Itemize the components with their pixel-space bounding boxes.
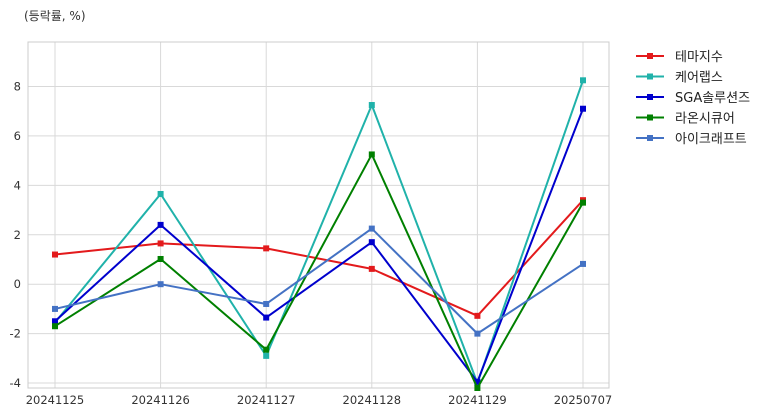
series-line xyxy=(54,153,584,389)
y-tick-label: -4 xyxy=(10,376,21,390)
data-point xyxy=(52,251,58,258)
series-line xyxy=(54,227,584,335)
y-tick-label: 0 xyxy=(14,277,21,291)
legend-label: 라온시큐어 xyxy=(675,112,735,127)
data-point xyxy=(52,318,58,325)
data-point xyxy=(368,102,375,109)
unit-label: (등락률, %) xyxy=(24,9,86,23)
data-point xyxy=(368,151,375,158)
legend-item: 라온시큐어 xyxy=(636,112,735,127)
legend-marker xyxy=(647,114,653,121)
legend-marker xyxy=(647,135,653,141)
x-tick-label: 20250707 xyxy=(554,393,613,407)
legend-label: 테마지수 xyxy=(675,50,723,65)
plot-frame xyxy=(27,41,610,389)
data-point xyxy=(52,323,58,330)
data-point xyxy=(263,300,270,307)
legend-label: 아이크래프트 xyxy=(675,132,747,147)
data-point xyxy=(157,255,164,262)
data-point xyxy=(157,281,164,288)
x-tick-label: 20241126 xyxy=(131,393,190,407)
x-tick-label: 20241128 xyxy=(343,393,402,407)
legend-marker xyxy=(647,94,653,100)
series-5 xyxy=(52,225,586,337)
y-tick-label: -2 xyxy=(10,327,21,341)
series-3 xyxy=(52,105,586,385)
legend-label: SGA솔루션즈 xyxy=(675,91,750,106)
legend-marker xyxy=(647,73,653,80)
y-axis: -4 -2 0 2 4 6 8 xyxy=(10,79,21,390)
data-point xyxy=(474,378,481,385)
series-line xyxy=(54,108,584,383)
data-point xyxy=(580,105,586,112)
data-point xyxy=(263,314,270,321)
y-tick-label: 8 xyxy=(14,79,21,93)
data-point xyxy=(368,239,375,246)
data-point xyxy=(368,265,375,272)
legend-item: 테마지수 xyxy=(636,50,723,65)
y-tick-label: 4 xyxy=(14,178,21,192)
data-point xyxy=(474,312,481,319)
x-tick-label: 20241129 xyxy=(448,393,507,407)
y-tick-label: 2 xyxy=(14,228,21,242)
data-point xyxy=(263,352,270,359)
legend-item: 케어랩스 xyxy=(636,71,723,86)
data-point xyxy=(580,260,586,267)
data-point xyxy=(157,190,164,197)
legend-label: 케어랩스 xyxy=(675,71,723,86)
series-line xyxy=(54,79,584,385)
legend-marker xyxy=(647,53,653,59)
data-point xyxy=(580,199,586,206)
series-line xyxy=(54,199,584,317)
x-tick-label: 20241127 xyxy=(237,393,296,407)
data-point xyxy=(52,305,58,312)
legend-item: 아이크래프트 xyxy=(636,132,747,147)
data-point xyxy=(263,346,270,353)
grid xyxy=(28,42,609,388)
data-point xyxy=(157,240,164,247)
x-axis: 20241125 20241126 20241127 20241128 20241129… xyxy=(26,393,613,407)
data-point xyxy=(580,77,586,84)
data-point xyxy=(263,245,270,252)
data-point xyxy=(157,221,164,228)
x-tick-label: 20241125 xyxy=(26,393,85,407)
series-group xyxy=(52,77,586,391)
data-point xyxy=(368,225,375,232)
data-point xyxy=(474,385,481,391)
y-tick-label: 6 xyxy=(14,129,21,143)
data-point xyxy=(474,330,481,337)
series-4 xyxy=(52,151,586,391)
legend-item: SGA솔루션즈 xyxy=(636,91,750,106)
